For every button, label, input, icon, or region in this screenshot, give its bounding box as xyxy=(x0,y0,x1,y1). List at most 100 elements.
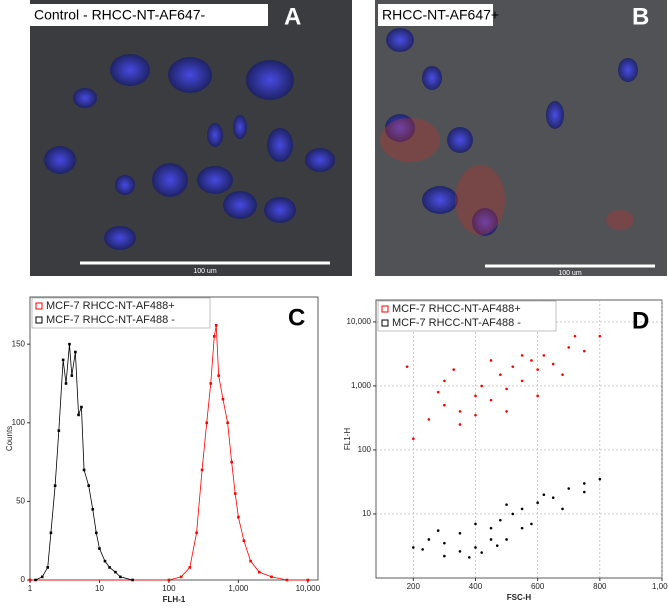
point xyxy=(34,578,37,582)
x-tick-label: 10,000 xyxy=(296,584,321,593)
panel-letter: C xyxy=(288,304,305,331)
point xyxy=(561,507,564,511)
point xyxy=(49,531,53,535)
point xyxy=(499,518,502,522)
point xyxy=(520,526,524,530)
point xyxy=(179,575,183,579)
point xyxy=(582,490,586,494)
point xyxy=(520,379,524,383)
point xyxy=(489,398,493,402)
legend-swatch xyxy=(35,316,43,324)
point xyxy=(94,531,98,535)
legend-box xyxy=(31,297,211,329)
point xyxy=(489,526,493,530)
point xyxy=(233,492,237,495)
point xyxy=(53,484,57,487)
y-axis-label: Counts xyxy=(5,426,14,451)
point xyxy=(226,421,229,425)
point xyxy=(77,413,80,417)
legend-box xyxy=(377,300,557,332)
point xyxy=(511,512,515,516)
point xyxy=(598,334,602,338)
point xyxy=(74,350,77,354)
point xyxy=(458,550,462,553)
point xyxy=(237,515,240,519)
point xyxy=(443,379,446,383)
point xyxy=(98,547,101,550)
point xyxy=(80,405,83,409)
y-tick-label: 10 xyxy=(362,509,371,518)
x-tick-label: 1,000 xyxy=(652,582,668,591)
point xyxy=(573,334,577,338)
point xyxy=(82,468,86,472)
x-tick-label: 600 xyxy=(531,582,545,591)
point xyxy=(582,349,586,353)
point xyxy=(495,544,499,547)
scale-label: 100 um xyxy=(558,270,582,277)
panel-letter: D xyxy=(632,307,649,334)
x-axis-label: FLH-1 xyxy=(163,595,186,604)
y-tick-label: 50 xyxy=(16,496,25,505)
point xyxy=(205,421,209,425)
point xyxy=(582,482,586,485)
point xyxy=(551,362,555,366)
point xyxy=(536,394,539,398)
scale-label: 100 um xyxy=(193,268,217,275)
y-tick-label: 10,000 xyxy=(347,317,372,326)
point xyxy=(64,382,68,385)
point xyxy=(436,529,440,532)
point xyxy=(499,373,502,376)
point xyxy=(40,575,44,579)
point xyxy=(405,365,409,368)
point xyxy=(61,358,65,362)
point xyxy=(257,570,261,574)
micrograph-a: Control - RHCC-NT-AF647- A 100 um xyxy=(30,0,352,276)
point xyxy=(270,575,273,579)
point xyxy=(68,342,71,346)
plot-frame xyxy=(29,296,319,581)
point xyxy=(119,575,122,579)
point xyxy=(536,368,539,371)
point xyxy=(217,374,220,377)
point xyxy=(505,538,508,541)
point xyxy=(505,503,508,506)
micrograph-b: RHCC-NT-AF647+ B 100 um xyxy=(375,0,667,277)
x-tick-label: 1,000 xyxy=(228,584,249,593)
x-axis-label: FSC-H xyxy=(507,593,532,602)
legend-label: MCF-7 RHCC-NT-AF488 - xyxy=(392,317,521,329)
legend-swatch xyxy=(381,305,389,313)
point xyxy=(188,566,192,569)
point xyxy=(520,507,524,511)
point xyxy=(542,354,546,357)
point xyxy=(242,539,246,542)
point xyxy=(458,423,462,426)
x-tick-label: 800 xyxy=(593,582,607,591)
point xyxy=(489,538,493,541)
y-tick-label: 0 xyxy=(21,575,26,584)
x-tick-label: 100 xyxy=(162,584,176,593)
point xyxy=(412,437,415,440)
series-line xyxy=(30,325,308,581)
point xyxy=(561,373,564,376)
series-line xyxy=(35,344,133,581)
point xyxy=(458,531,462,535)
point xyxy=(87,484,91,487)
point xyxy=(480,551,483,554)
x-tick-label: 1 xyxy=(28,584,33,593)
point xyxy=(57,429,61,432)
point xyxy=(505,387,508,391)
point xyxy=(452,368,456,371)
point xyxy=(474,546,477,549)
panel-letter: A xyxy=(284,3,301,30)
point xyxy=(214,324,218,327)
image-label: Control - RHCC-NT-AF647- xyxy=(34,7,205,23)
point xyxy=(474,394,477,398)
point xyxy=(536,501,539,505)
point xyxy=(212,335,216,338)
point xyxy=(443,403,446,407)
y-tick-label: 150 xyxy=(12,339,26,348)
point xyxy=(489,359,493,362)
y-tick-label: 1,000 xyxy=(351,381,372,390)
point xyxy=(530,359,533,362)
point xyxy=(221,397,225,401)
